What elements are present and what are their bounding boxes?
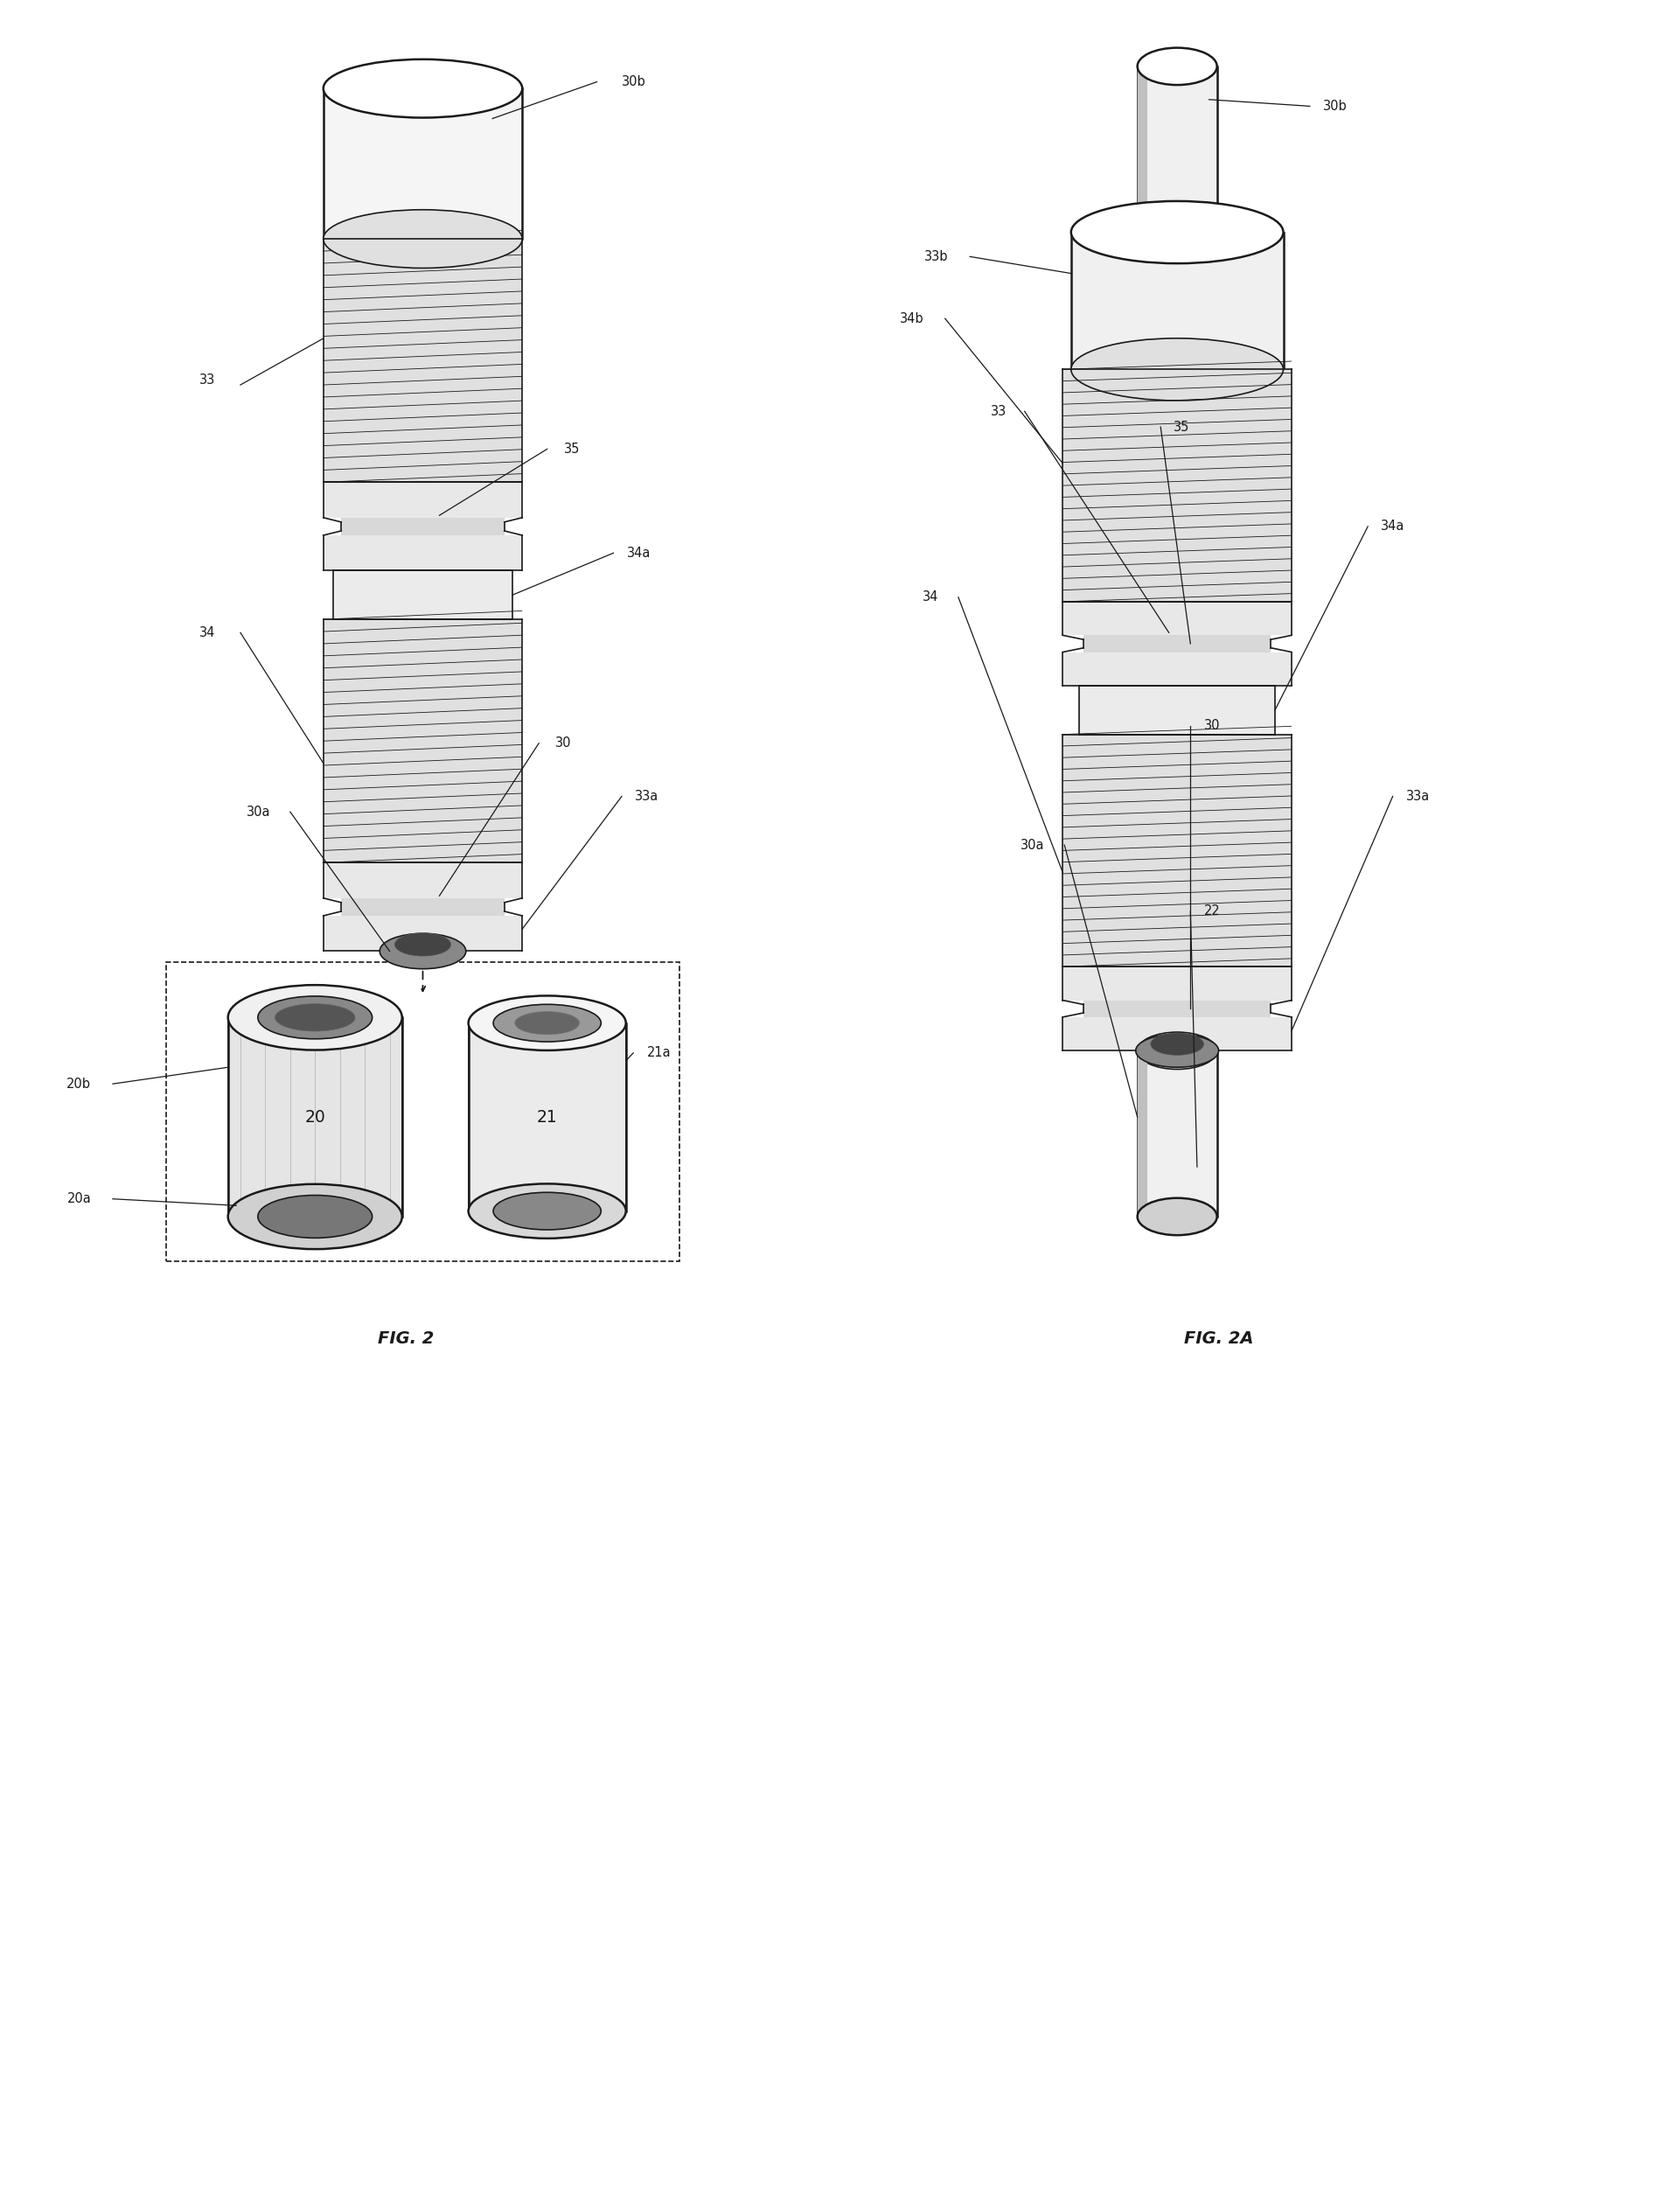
Bar xyxy=(1137,66,1217,232)
Bar xyxy=(1063,653,1292,686)
Text: 34a: 34a xyxy=(627,546,650,560)
Text: FIG. 2: FIG. 2 xyxy=(378,1329,434,1347)
Text: 30: 30 xyxy=(1204,719,1220,732)
Ellipse shape xyxy=(469,1183,625,1239)
Ellipse shape xyxy=(514,1011,580,1035)
Text: 30b: 30b xyxy=(622,75,647,88)
Bar xyxy=(468,1022,625,1212)
Bar xyxy=(333,571,512,619)
Text: 30a: 30a xyxy=(1020,838,1045,852)
Bar xyxy=(323,482,522,518)
Ellipse shape xyxy=(380,933,466,969)
Bar xyxy=(342,518,504,535)
Bar xyxy=(323,619,522,863)
Text: 33: 33 xyxy=(990,405,1006,418)
Bar xyxy=(1262,232,1283,369)
Ellipse shape xyxy=(469,995,625,1051)
Text: 30a: 30a xyxy=(245,805,270,818)
Ellipse shape xyxy=(1151,1033,1204,1055)
Ellipse shape xyxy=(1137,49,1217,84)
Text: 20b: 20b xyxy=(66,1077,91,1091)
Ellipse shape xyxy=(1137,1199,1217,1234)
Bar xyxy=(1063,1018,1292,1051)
Bar xyxy=(323,239,522,482)
Bar xyxy=(166,962,680,1261)
Bar xyxy=(468,1022,625,1212)
Text: FIG. 2A: FIG. 2A xyxy=(1184,1329,1253,1347)
Bar xyxy=(323,535,522,571)
Ellipse shape xyxy=(323,60,522,117)
Bar xyxy=(323,863,522,898)
Ellipse shape xyxy=(1137,215,1217,250)
Bar xyxy=(1063,734,1292,967)
Bar xyxy=(1063,369,1292,602)
Text: 30: 30 xyxy=(555,737,572,750)
Bar xyxy=(1137,1051,1147,1217)
Text: 21: 21 xyxy=(537,1108,557,1126)
Text: 22: 22 xyxy=(1204,905,1220,918)
Ellipse shape xyxy=(1136,1035,1219,1068)
Ellipse shape xyxy=(1071,338,1283,400)
Ellipse shape xyxy=(323,210,522,268)
Text: 33a: 33a xyxy=(635,790,658,803)
Bar xyxy=(1079,686,1275,734)
Ellipse shape xyxy=(395,933,451,956)
Text: 33b: 33b xyxy=(924,250,948,263)
Text: 35: 35 xyxy=(564,442,580,456)
Bar xyxy=(502,88,522,239)
Bar xyxy=(323,916,522,951)
Text: 35: 35 xyxy=(1174,420,1190,434)
Ellipse shape xyxy=(494,1192,602,1230)
Text: 34: 34 xyxy=(199,626,216,639)
Text: 34a: 34a xyxy=(1381,520,1404,533)
Text: 34b: 34b xyxy=(899,312,924,325)
Text: 33: 33 xyxy=(199,374,216,387)
Bar xyxy=(229,1018,401,1217)
Bar xyxy=(1083,1000,1272,1018)
Ellipse shape xyxy=(1071,201,1283,263)
Text: 30b: 30b xyxy=(1323,100,1348,113)
Bar xyxy=(323,88,343,239)
Text: 20a: 20a xyxy=(66,1192,91,1206)
Text: 20: 20 xyxy=(305,1108,325,1126)
Bar xyxy=(1137,1051,1217,1217)
Ellipse shape xyxy=(229,984,401,1051)
Bar xyxy=(1071,232,1093,369)
Bar xyxy=(1083,635,1272,653)
Ellipse shape xyxy=(257,995,371,1040)
Text: 21a: 21a xyxy=(647,1046,671,1060)
Ellipse shape xyxy=(229,1183,401,1250)
Ellipse shape xyxy=(494,1004,602,1042)
Bar xyxy=(323,88,522,239)
Ellipse shape xyxy=(257,1194,371,1239)
Text: 33a: 33a xyxy=(1406,790,1429,803)
Bar xyxy=(1137,66,1147,232)
Ellipse shape xyxy=(275,1004,355,1031)
Bar xyxy=(1063,602,1292,635)
Bar xyxy=(1071,232,1283,369)
Ellipse shape xyxy=(1137,1033,1217,1068)
Text: 34: 34 xyxy=(922,591,938,604)
Bar xyxy=(1063,967,1292,1000)
Bar xyxy=(229,1018,401,1217)
Bar xyxy=(342,898,504,916)
